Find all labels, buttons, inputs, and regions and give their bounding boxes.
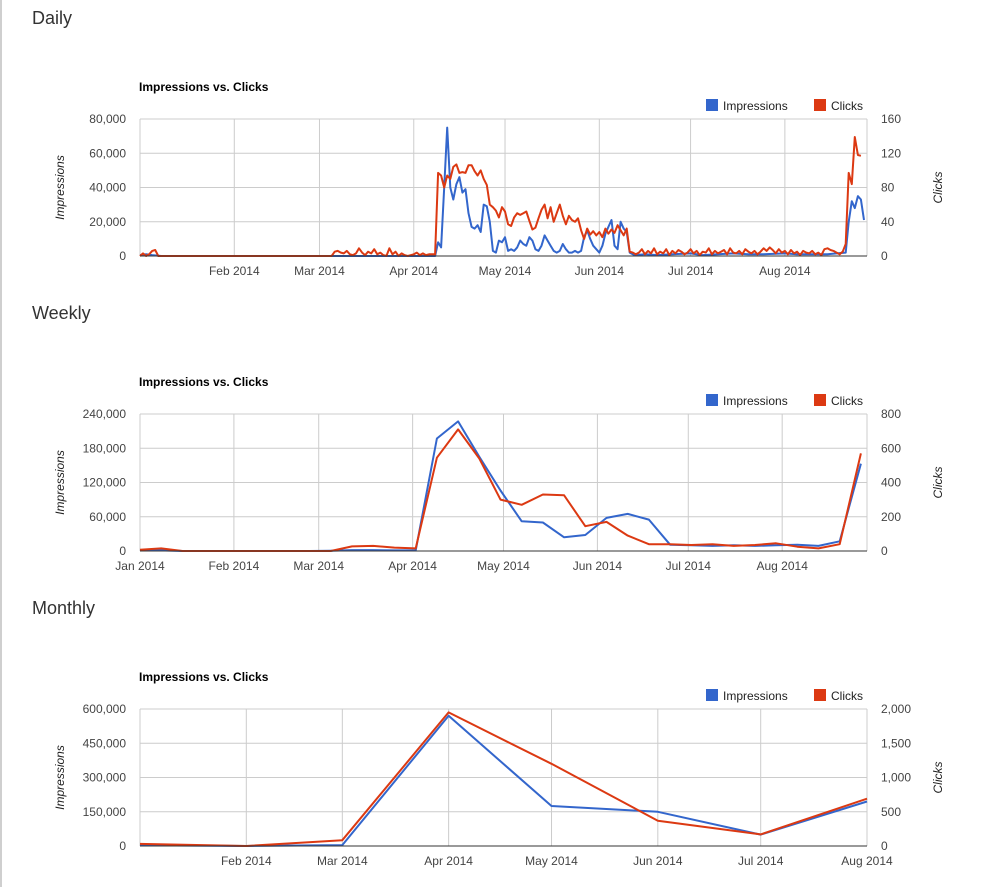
y2-tick-label: 800 <box>881 407 901 421</box>
y2-tick-label: 1,000 <box>881 771 911 785</box>
y-tick-label: 180,000 <box>83 441 127 455</box>
x-tick-label: Mar 2014 <box>317 854 368 868</box>
chart-title: Impressions vs. Clicks <box>139 670 269 684</box>
y-axis-label: Impressions <box>53 450 67 515</box>
x-tick-label: Jan 2014 <box>115 559 165 573</box>
y-tick-label: 300,000 <box>83 771 127 785</box>
legend-label-clicks: Clicks <box>831 689 863 703</box>
x-tick-label: Apr 2014 <box>424 854 473 868</box>
x-tick-label: Jun 2014 <box>573 559 623 573</box>
x-tick-label: Jun 2014 <box>575 264 625 278</box>
weekly-chart: Impressions vs. Clicks Impressions Clicks 0… <box>53 375 945 573</box>
chart-title: Impressions vs. Clicks <box>139 375 269 389</box>
x-tick-label: Jul 2014 <box>668 264 714 278</box>
y-tick-label: 0 <box>119 839 126 853</box>
x-tick-label: Feb 2014 <box>209 264 260 278</box>
y2-tick-label: 0 <box>881 544 888 558</box>
legend-label-clicks: Clicks <box>831 394 863 408</box>
section-title-daily: Daily <box>32 8 73 28</box>
y2-tick-label: 1,500 <box>881 736 911 750</box>
x-tick-label: Jul 2014 <box>738 854 784 868</box>
y-tick-label: 80,000 <box>89 112 126 126</box>
y2-tick-label: 160 <box>881 112 901 126</box>
series-line-impressions <box>139 714 868 847</box>
daily-section: Daily Impressions vs. Clicks Impressions C… <box>2 0 984 295</box>
series-line-impressions <box>139 126 865 257</box>
y2-tick-label: 600 <box>881 441 901 455</box>
legend-label-impressions: Impressions <box>723 99 788 113</box>
legend-swatch-clicks <box>814 394 826 406</box>
y-tick-label: 450,000 <box>83 736 127 750</box>
x-tick-label: Aug 2014 <box>759 264 811 278</box>
weekly-section: Weekly Impressions vs. Clicks Impressions… <box>2 295 984 590</box>
x-tick-label: Feb 2014 <box>221 854 272 868</box>
series-line-clicks <box>139 136 862 257</box>
y2-tick-label: 0 <box>881 249 888 263</box>
series-line-impressions <box>139 420 862 552</box>
y2-tick-label: 120 <box>881 146 901 160</box>
daily-chart: Impressions vs. Clicks Impressions Clicks 0… <box>53 80 945 278</box>
x-tick-label: Mar 2014 <box>293 559 344 573</box>
y2-tick-label: 400 <box>881 476 901 490</box>
legend-swatch-impressions <box>706 689 718 701</box>
section-title-monthly: Monthly <box>32 598 96 618</box>
y2-tick-label: 500 <box>881 805 901 819</box>
legend-label-impressions: Impressions <box>723 394 788 408</box>
y-tick-label: 60,000 <box>89 510 126 524</box>
y2-tick-label: 40 <box>881 215 895 229</box>
series-line-clicks <box>139 711 868 847</box>
y2-tick-label: 200 <box>881 510 901 524</box>
x-tick-label: Apr 2014 <box>389 264 438 278</box>
x-tick-label: May 2014 <box>525 854 578 868</box>
x-tick-label: May 2014 <box>477 559 530 573</box>
legend-label-impressions: Impressions <box>723 689 788 703</box>
monthly-chart: Impressions vs. Clicks Impressions Clicks 0… <box>53 670 945 868</box>
y2-tick-label: 0 <box>881 839 888 853</box>
y-tick-label: 240,000 <box>83 407 127 421</box>
y2-tick-label: 2,000 <box>881 702 911 716</box>
y-tick-label: 0 <box>119 249 126 263</box>
x-tick-label: Jun 2014 <box>633 854 683 868</box>
x-tick-label: Apr 2014 <box>388 559 437 573</box>
x-tick-label: Feb 2014 <box>209 559 260 573</box>
y2-tick-label: 80 <box>881 181 895 195</box>
chart-title: Impressions vs. Clicks <box>139 80 269 94</box>
y-tick-label: 600,000 <box>83 702 127 716</box>
x-tick-label: Aug 2014 <box>756 559 808 573</box>
legend-swatch-clicks <box>814 689 826 701</box>
section-title-weekly: Weekly <box>32 303 91 323</box>
legend-label-clicks: Clicks <box>831 99 863 113</box>
x-tick-label: Jul 2014 <box>666 559 712 573</box>
y-tick-label: 60,000 <box>89 146 126 160</box>
x-tick-label: Aug 2014 <box>841 854 893 868</box>
y-tick-label: 120,000 <box>83 476 127 490</box>
monthly-section: Monthly Impressions vs. Clicks Impression… <box>2 590 984 887</box>
legend-swatch-impressions <box>706 394 718 406</box>
legend-swatch-clicks <box>814 99 826 111</box>
y-tick-label: 150,000 <box>83 805 127 819</box>
y-tick-label: 40,000 <box>89 181 126 195</box>
y-tick-label: 20,000 <box>89 215 126 229</box>
y-axis-label: Impressions <box>53 745 67 810</box>
x-tick-label: Mar 2014 <box>294 264 345 278</box>
y-tick-label: 0 <box>119 544 126 558</box>
legend-swatch-impressions <box>706 99 718 111</box>
y2-axis-label: Clicks <box>931 467 945 499</box>
y2-axis-label: Clicks <box>931 762 945 794</box>
x-tick-label: May 2014 <box>479 264 532 278</box>
y2-axis-label: Clicks <box>931 172 945 204</box>
y-axis-label: Impressions <box>53 155 67 220</box>
